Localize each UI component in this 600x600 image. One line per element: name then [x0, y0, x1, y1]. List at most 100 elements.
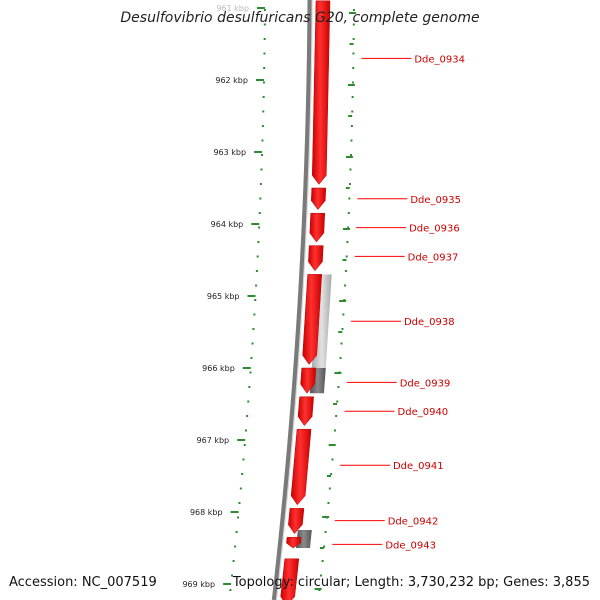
gene-label[interactable]: Dde_0935: [410, 195, 461, 206]
gene-arrow[interactable]: [308, 245, 324, 272]
tick-dot-left: [246, 415, 249, 417]
tick-dot-left: [231, 574, 234, 577]
tick-dot-right: [350, 125, 353, 127]
tick-dot-right: [350, 139, 353, 142]
gene-label[interactable]: Dde_0943: [385, 540, 436, 551]
tick-dot-left: [256, 255, 259, 258]
tick-dot-left: [235, 531, 238, 533]
tick-dot-right: [327, 502, 330, 504]
tick-dot-left: [253, 313, 256, 316]
tick-dot-right: [352, 9, 355, 11]
major-tick-right: [345, 156, 353, 158]
tick-dot-right: [323, 545, 326, 548]
gene-label[interactable]: Dde_0940: [398, 407, 449, 418]
gene-arrow[interactable]: [297, 396, 314, 427]
scale-label: 969 kbp: [182, 580, 215, 589]
tick-dot-left: [261, 125, 264, 127]
tick-dot-left: [242, 458, 245, 461]
major-tick-left: [254, 151, 263, 153]
major-tick-right: [348, 12, 356, 14]
gene-label[interactable]: Dde_0937: [408, 252, 459, 263]
scale-label: 962 kbp: [215, 76, 248, 85]
gene-label[interactable]: Dde_0939: [400, 378, 451, 389]
map-title: Desulfovibrio desulfuricans G20, complet…: [120, 10, 480, 26]
tick-dot-right: [345, 255, 348, 258]
tick-dot-left: [259, 197, 262, 200]
tick-dot-left: [261, 139, 264, 142]
gene-arrow[interactable]: [311, 187, 327, 211]
tick-dot-left: [234, 545, 237, 548]
tick-dot-left: [247, 400, 250, 403]
tick-dot-left: [254, 299, 257, 301]
tick-dot-right: [320, 574, 323, 577]
minor-tick-right: [342, 259, 347, 261]
tick-dot-right: [351, 110, 354, 113]
major-tick-right: [328, 444, 336, 446]
tick-dot-left: [252, 328, 255, 330]
label-layer: Dde_0934 Dde_0935 Dde_0936 Dde_0937 Dde_0938…: [332, 54, 465, 551]
backbone-line: [271, 0, 313, 600]
major-tick-right: [347, 84, 355, 86]
gene-arrow[interactable]: [288, 508, 305, 535]
tick-dot-right: [339, 357, 342, 359]
gene-label[interactable]: Dde_0936: [409, 224, 460, 235]
tick-dot-left: [260, 154, 263, 156]
gene-arrow[interactable]: [300, 367, 317, 394]
major-tick-right: [343, 228, 351, 230]
gene-label[interactable]: Dde_0934: [414, 54, 465, 65]
tick-dot-right: [347, 212, 350, 214]
minor-tick-right: [348, 115, 353, 117]
tick-dot-left: [249, 371, 252, 374]
tick-dot-left: [260, 168, 263, 171]
tick-dot-left: [263, 23, 266, 26]
tick-dot-left: [262, 96, 265, 98]
tick-dot-right: [352, 52, 355, 55]
gene-arrow[interactable]: [309, 212, 325, 243]
tick-dot-right: [352, 23, 355, 26]
tick-dot-left: [244, 429, 247, 432]
tick-dot-right: [346, 241, 349, 243]
tick-dot-left: [263, 52, 266, 55]
tick-dot-right: [352, 38, 355, 40]
minor-tick-right: [319, 547, 324, 549]
tick-dot-left: [239, 487, 242, 490]
tick-dot-right: [331, 458, 334, 461]
gene-arrow[interactable]: [280, 558, 300, 600]
gene-label[interactable]: Dde_0941: [393, 461, 444, 472]
minor-tick-right: [326, 475, 331, 477]
tick-dot-right: [335, 415, 338, 417]
tick-dot-right: [333, 429, 336, 432]
tick-dot-right: [348, 183, 351, 185]
tick-dot-left: [258, 212, 261, 214]
tick-dot-right: [347, 226, 350, 229]
tick-dot-left: [262, 81, 265, 84]
tick-dot-left: [232, 560, 235, 562]
major-tick-left: [251, 223, 260, 225]
major-tick-right: [322, 516, 330, 518]
tick-dot-right: [344, 284, 347, 287]
scale-label: 966 kbp: [202, 364, 235, 373]
gene-arrow[interactable]: [290, 428, 312, 506]
major-tick-left: [223, 583, 232, 585]
major-tick-right: [334, 372, 342, 374]
scale-label: 968 kbp: [190, 508, 223, 517]
major-tick-right: [314, 588, 322, 590]
gene-arrow[interactable]: [312, 0, 331, 185]
scale-label: 963 kbp: [213, 148, 246, 157]
tick-dot-right: [336, 400, 339, 403]
tick-dot-right: [328, 487, 331, 490]
tick-dot-left: [259, 183, 262, 185]
tick-dot-right: [352, 67, 355, 69]
gene-label[interactable]: Dde_0942: [388, 517, 439, 528]
major-tick-left: [255, 79, 264, 81]
scale-layer: 961 kbp 962 kbp 963 kbp 964 kbp 965 kbp 966 k…: [182, 4, 248, 589]
minor-tick-right: [338, 331, 343, 333]
gene-arrow[interactable]: [286, 536, 302, 549]
tick-layer: [223, 7, 356, 591]
accession-text: Accession: NC_007519: [9, 575, 157, 590]
tick-dot-right: [321, 560, 324, 562]
major-tick-left: [247, 295, 256, 297]
tick-dot-left: [251, 342, 254, 345]
gene-label[interactable]: Dde_0938: [404, 317, 455, 328]
gene-arrow[interactable]: [302, 274, 322, 365]
